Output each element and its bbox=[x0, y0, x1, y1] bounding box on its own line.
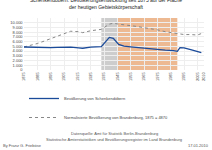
svg-text:By Franz G. Frieböse: By Franz G. Frieböse bbox=[3, 143, 42, 148]
svg-text:2005: 2005 bbox=[195, 71, 200, 81]
svg-text:1945: 1945 bbox=[115, 71, 120, 81]
svg-text:2.000: 2.000 bbox=[13, 58, 24, 63]
svg-text:2010: 2010 bbox=[201, 71, 206, 81]
svg-text:1905: 1905 bbox=[61, 71, 66, 81]
svg-text:1935: 1935 bbox=[101, 71, 106, 81]
svg-text:4.000: 4.000 bbox=[13, 48, 24, 53]
svg-text:1955: 1955 bbox=[128, 71, 133, 81]
svg-text:1885: 1885 bbox=[35, 71, 40, 81]
svg-text:Statistische Ämterstatistiken: Statistische Ämterstatistiken und Bevölk… bbox=[46, 137, 182, 142]
svg-text:1975: 1975 bbox=[155, 71, 160, 81]
svg-text:7.000: 7.000 bbox=[13, 34, 24, 39]
svg-text:Normalisierte Bevölkerung von: Normalisierte Bevölkerung von Brandenbur… bbox=[64, 115, 168, 120]
svg-text:Datenquelle: Amt für Statistik: Datenquelle: Amt für Statistik Berlin-Br… bbox=[71, 131, 158, 136]
svg-text:1965: 1965 bbox=[141, 71, 146, 81]
svg-text:Schenkendöbern: Bevölkerungsen: Schenkendöbern: Bevölkerungsentwicklung … bbox=[30, 0, 182, 10]
svg-text:9.000: 9.000 bbox=[13, 25, 24, 30]
svg-text:1875: 1875 bbox=[21, 71, 26, 81]
svg-text:0: 0 bbox=[20, 67, 23, 72]
svg-text:1895: 1895 bbox=[48, 71, 53, 81]
svg-text:1915: 1915 bbox=[75, 71, 80, 81]
svg-text:6.000: 6.000 bbox=[13, 39, 24, 44]
svg-text:1.000: 1.000 bbox=[13, 63, 24, 68]
svg-text:10.000: 10.000 bbox=[10, 20, 23, 25]
svg-text:5.000: 5.000 bbox=[13, 44, 24, 49]
svg-text:1985: 1985 bbox=[168, 71, 173, 81]
svg-text:Bevölkerung von Schenkendöbern: Bevölkerung von Schenkendöbern bbox=[64, 96, 125, 101]
svg-text:1995: 1995 bbox=[181, 71, 186, 81]
svg-text:1925: 1925 bbox=[88, 71, 93, 81]
svg-text:3.000: 3.000 bbox=[13, 53, 24, 58]
svg-text:17.01.2010: 17.01.2010 bbox=[188, 143, 209, 148]
svg-text:8.000: 8.000 bbox=[13, 30, 24, 35]
